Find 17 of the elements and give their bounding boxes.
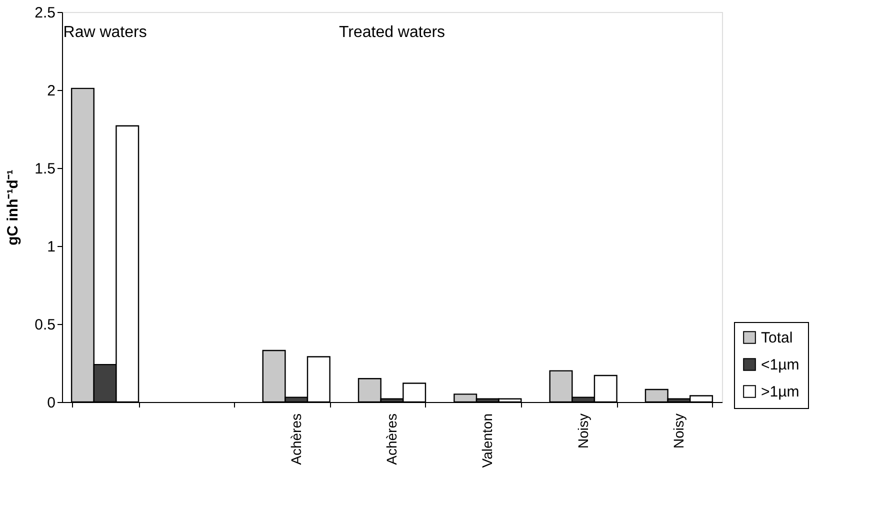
y-tick-label: 2.5 <box>34 4 56 22</box>
x-tick-label: Achères <box>288 414 304 465</box>
legend-label: <1µm <box>761 356 800 374</box>
x-tick-label: Valenton <box>479 414 496 468</box>
x-tick-label: Noisy <box>574 414 591 449</box>
legend-label: >1µm <box>761 384 800 400</box>
y-tick-label: 0 <box>47 394 56 412</box>
y-axis-title: gC inh⁻¹d⁻¹ <box>4 170 22 246</box>
y-tick-label: 0.5 <box>34 316 56 334</box>
x-tick-label: Achères <box>384 414 400 465</box>
x-tick-label: Noisy <box>670 414 686 449</box>
annotation: Raw waters <box>63 24 147 41</box>
annotation: Treated waters <box>338 24 446 41</box>
y-tick-label: 1.5 <box>34 160 56 178</box>
legend-label: Total <box>761 330 793 346</box>
y-tick-label: 1 <box>47 238 56 256</box>
y-tick-label: 2 <box>47 82 56 100</box>
